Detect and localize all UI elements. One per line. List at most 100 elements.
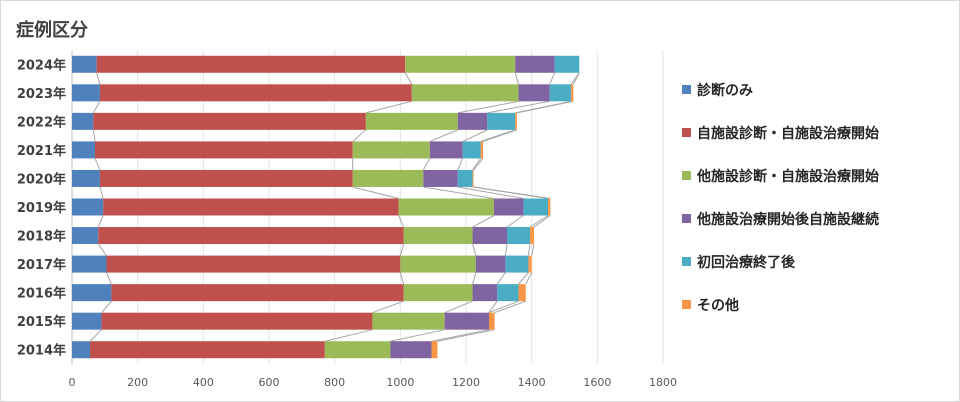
series-connector-line: [399, 272, 405, 285]
bar-segment: [488, 312, 495, 330]
legend-label: 診断のみ: [697, 82, 753, 99]
bar-segment: [72, 341, 91, 359]
y-category-label: 2021年: [17, 143, 66, 159]
series-connector-line: [473, 186, 551, 199]
bar-segment: [365, 112, 458, 130]
series-connector-line: [457, 186, 524, 199]
series-connector-line: [324, 329, 373, 342]
series-connector-line: [529, 215, 549, 228]
series-connector-line: [496, 272, 506, 285]
bar-segment: [480, 141, 484, 159]
chart-title: 症例区分: [16, 20, 88, 41]
legend-item: 初回治療終了後: [682, 240, 952, 283]
x-tick-label: 1200: [452, 376, 480, 389]
x-tick-label: 1400: [518, 376, 546, 389]
legend-swatch: [682, 214, 691, 223]
y-category-label: 2016年: [17, 286, 66, 302]
bar-segment: [518, 84, 550, 102]
series-connector-line: [506, 215, 524, 228]
bar-segment: [72, 227, 99, 245]
series-connector-line: [429, 129, 458, 142]
series-connector-line: [527, 243, 531, 256]
bar-segment: [72, 255, 107, 273]
legend-label: 自施設診断・自施設治療開始: [697, 125, 879, 142]
series-connector-line: [480, 129, 516, 142]
series-connector-line: [518, 272, 529, 285]
bar-segment: [72, 198, 104, 216]
bar-segment: [72, 169, 100, 187]
y-category-label: 2018年: [17, 229, 66, 245]
series-connector-line: [423, 186, 494, 199]
series-connector-line: [352, 129, 367, 142]
legend-swatch: [682, 257, 691, 266]
bar-segment: [431, 341, 438, 359]
y-category-label: 2020年: [17, 171, 66, 187]
series-connector-line: [487, 100, 550, 114]
bar-segment: [352, 169, 424, 187]
x-tick-label: 1600: [583, 376, 611, 389]
bar-segment: [472, 284, 498, 302]
series-connector-line: [97, 215, 104, 228]
series-connector-line: [472, 215, 495, 228]
legend-item: 他施設診断・自施設治療開始: [682, 154, 952, 197]
bar-segment: [475, 255, 506, 273]
y-category-label: 2017年: [17, 257, 66, 273]
bar-segment: [457, 112, 488, 130]
series-connector-line: [482, 129, 518, 142]
legend-swatch: [682, 128, 691, 137]
series-connector-line: [101, 300, 112, 314]
bar-segment: [96, 55, 406, 73]
bar-segment: [352, 141, 430, 159]
bar-segment: [405, 55, 516, 73]
chart-legend: 診断のみ 自施設診断・自施設治療開始 他施設診断・自施設治療開始 他施設治療開始後自施…: [682, 68, 952, 326]
series-connector-line: [473, 158, 484, 171]
x-tick-label: 1000: [386, 376, 414, 389]
bar-segment: [72, 84, 100, 102]
bar-segment: [400, 255, 476, 273]
bar-segment: [549, 84, 572, 102]
series-connector-line: [92, 101, 101, 114]
bar-segment: [472, 169, 474, 187]
series-connector-line: [92, 129, 96, 142]
bar-segment: [90, 341, 325, 359]
bar-segment: [493, 198, 524, 216]
bar-segment: [72, 112, 94, 130]
series-connector-line: [533, 215, 551, 228]
y-category-label: 2023年: [17, 86, 66, 102]
bar-segment: [99, 84, 412, 102]
bar-segment: [72, 55, 97, 73]
series-connector-line: [504, 243, 508, 256]
bar-segment: [554, 55, 580, 73]
x-tick-label: 0: [69, 376, 76, 389]
x-tick-label: 400: [193, 376, 214, 389]
legend-swatch: [682, 300, 691, 309]
bar-segment: [324, 341, 391, 359]
bar-segment: [72, 312, 102, 330]
bar-segment: [507, 227, 531, 245]
series-connector-line: [398, 215, 405, 228]
series-connector-line: [431, 329, 490, 342]
bar-segment: [518, 284, 526, 302]
bar-segment: [403, 284, 473, 302]
series-connector-line: [549, 72, 556, 85]
bar-segment: [403, 227, 473, 245]
series-connector-line: [462, 129, 488, 142]
bar-segment: [528, 255, 532, 273]
series-connector-line: [89, 329, 102, 342]
x-tick-label: 800: [324, 376, 345, 389]
series-connector-line: [399, 243, 405, 256]
legend-label: 他施設診断・自施設治療開始: [697, 168, 879, 185]
bar-segment: [111, 284, 404, 302]
bar-segment: [72, 141, 95, 159]
bar-segment: [101, 312, 373, 330]
bar-segment: [530, 227, 534, 245]
legend-swatch: [682, 85, 691, 94]
bar-segment: [72, 284, 112, 302]
y-category-label: 2014年: [17, 343, 66, 359]
x-tick-label: 1800: [649, 376, 677, 389]
series-connector-line: [106, 272, 112, 285]
bar-segment: [505, 255, 529, 273]
bar-segment: [423, 169, 458, 187]
bar-segment: [398, 198, 494, 216]
